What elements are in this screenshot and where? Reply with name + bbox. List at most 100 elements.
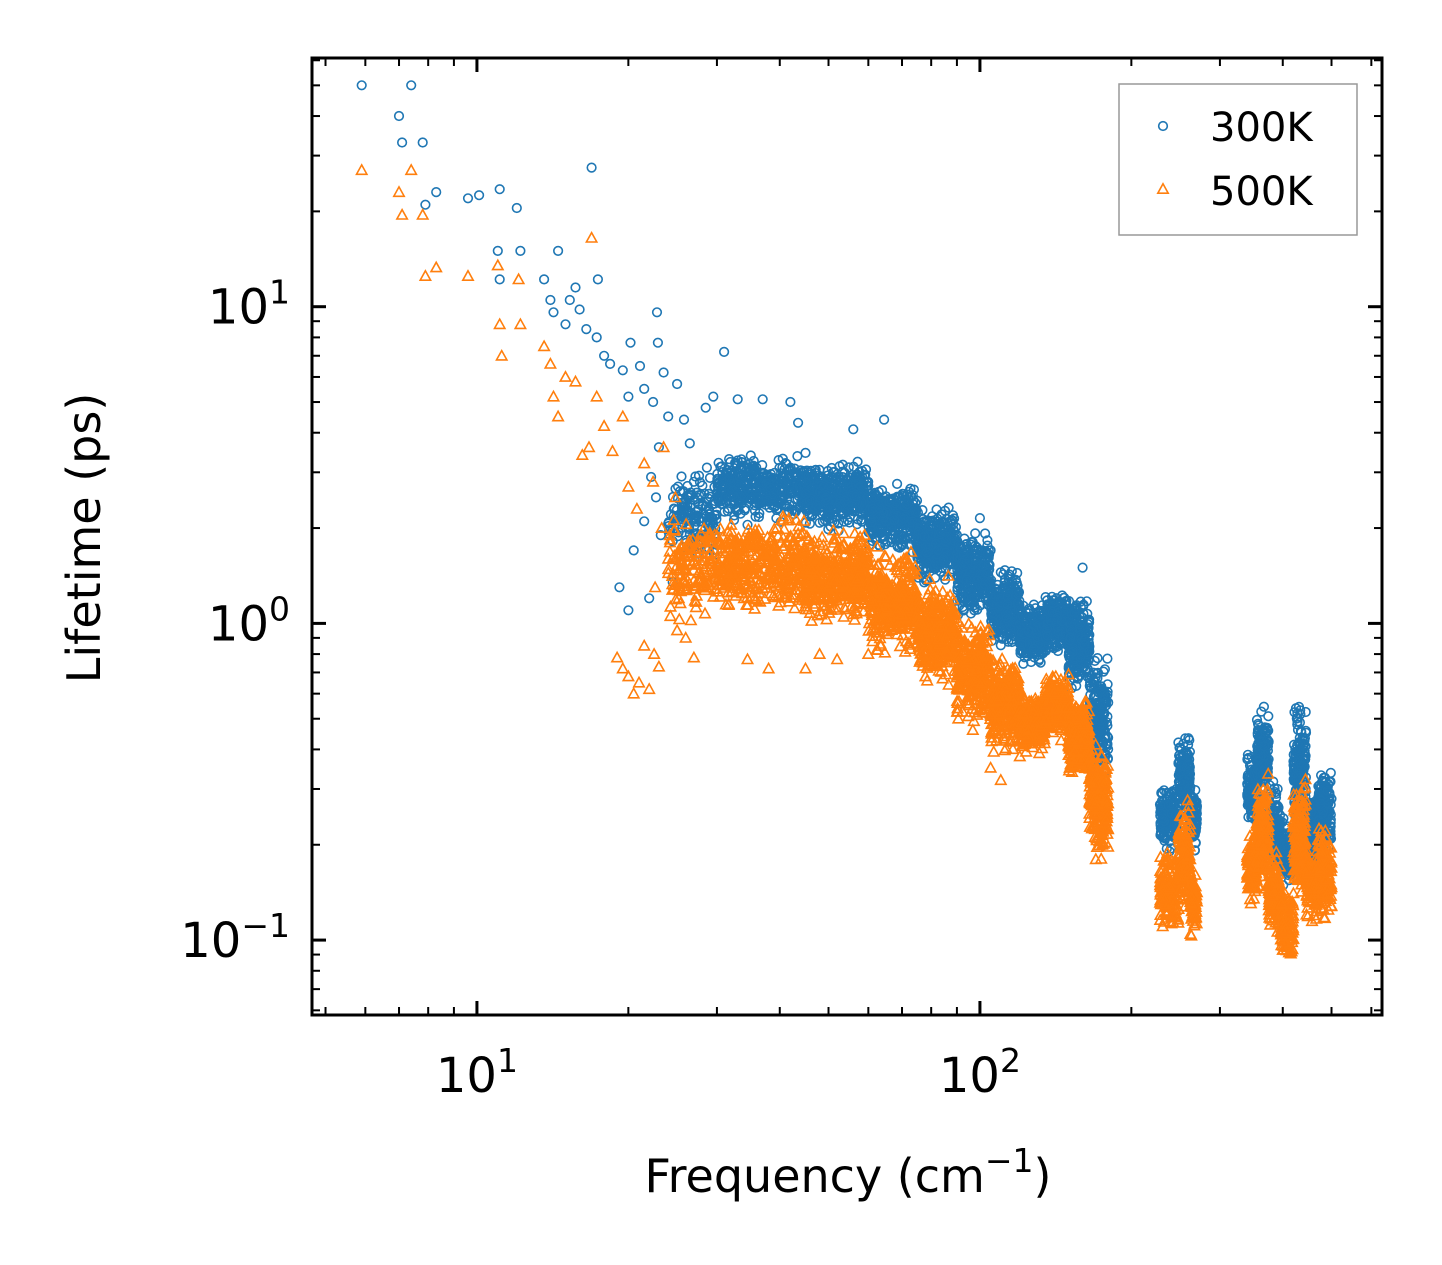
data-point-300k: [718, 346, 730, 358]
data-point-300k: [931, 504, 942, 515]
data-point-300k: [689, 514, 700, 525]
data-point-300k: [837, 466, 848, 477]
data-point-300k: [688, 476, 700, 487]
data-point-300k: [707, 514, 718, 525]
data-point-300k: [967, 581, 978, 593]
data-point-300k: [880, 527, 891, 539]
data-point-300k: [574, 304, 585, 315]
data-point-300k: [822, 465, 834, 477]
data-point-300k: [918, 514, 929, 525]
data-point-300k: [983, 559, 994, 570]
data-point-300k: [930, 538, 942, 549]
data-point-300k: [959, 533, 970, 544]
series-500K: [355, 163, 1339, 959]
data-point-300k: [812, 500, 824, 512]
data-point-300k: [824, 510, 836, 521]
data-point-300k: [791, 478, 802, 489]
data-point-300k: [800, 488, 812, 500]
data-point-300k: [732, 394, 743, 405]
data-point-300k: [927, 515, 938, 526]
data-point-300k: [492, 245, 503, 256]
data-point-300k: [801, 477, 812, 488]
data-point-300k: [650, 492, 662, 503]
data-point-300k: [748, 455, 759, 467]
data-point-300k: [924, 520, 936, 532]
data-point-300k: [1049, 638, 1060, 650]
data-point-300k: [1001, 613, 1012, 624]
data-point-300k: [644, 593, 655, 604]
data-point-300k: [356, 80, 367, 91]
data-point-300k: [850, 470, 862, 481]
data-point-300k: [417, 137, 428, 148]
data-point-300k: [511, 202, 522, 214]
data-point-300k: [708, 391, 719, 402]
data-point-300k: [694, 513, 705, 524]
data-point-300k: [1012, 567, 1023, 579]
data-point-300k: [736, 457, 747, 468]
data-point-300k: [570, 282, 581, 293]
data-point-300k: [703, 503, 714, 514]
data-point-300k: [729, 457, 741, 468]
data-point-300k: [1102, 653, 1113, 664]
data-point-300k: [943, 502, 954, 513]
data-point-300k: [1015, 645, 1026, 656]
data-point-300k: [995, 593, 1006, 605]
data-point-300k: [917, 543, 928, 554]
data-point-300k: [1020, 648, 1032, 659]
data-point-300k: [727, 485, 739, 496]
data-point-300k: [944, 516, 956, 527]
data-point-300k: [725, 491, 736, 502]
data-point-300k: [792, 417, 804, 428]
data-point-300k: [922, 563, 933, 575]
data-point-300k: [891, 478, 903, 490]
data-point-300k: [1077, 562, 1088, 573]
data-point-300k: [785, 396, 796, 408]
data-point-300k: [832, 502, 843, 514]
data-point-300k: [833, 486, 844, 497]
data-point-300k: [814, 517, 825, 528]
data-point-300k: [884, 497, 895, 508]
data-point-300k: [876, 485, 888, 496]
data-point-300k: [736, 498, 747, 509]
data-point-300k: [704, 509, 715, 520]
data-point-300k: [961, 574, 972, 585]
data-point-300k: [852, 456, 863, 467]
data-point-300k: [974, 600, 985, 611]
data-point-300k: [774, 462, 785, 473]
data-point-300k: [581, 324, 592, 335]
data-point-300k: [742, 519, 753, 530]
data-point-300k: [743, 462, 755, 473]
data-point-300k: [1011, 577, 1022, 589]
data-point-500k: [698, 606, 712, 619]
data-point-300k: [986, 584, 997, 595]
data-point-300k: [874, 503, 885, 514]
data-point-300k: [694, 477, 706, 488]
data-point-300k: [729, 510, 740, 521]
data-point-300k: [1035, 657, 1046, 668]
series-300K: [356, 80, 1337, 891]
data-point-300k: [639, 516, 650, 527]
data-point-300k: [932, 545, 944, 556]
data-point-300k: [889, 515, 900, 526]
data-point-300k: [538, 274, 550, 285]
data-point-300k: [548, 307, 559, 318]
data-point-300k: [838, 516, 850, 527]
data-point-300k: [1028, 643, 1039, 654]
data-point-300k: [494, 274, 505, 285]
data-point-300k: [1040, 591, 1051, 603]
data-point-300k: [671, 378, 683, 390]
data-point-300k: [678, 414, 690, 425]
data-point-300k: [701, 462, 713, 473]
data-point-500k: [663, 609, 677, 622]
data-point-300k: [969, 605, 980, 616]
data-point-300k: [663, 411, 674, 422]
data-point-300k: [628, 545, 639, 556]
data-point-300k: [720, 492, 731, 503]
data-point-300k: [652, 337, 664, 348]
data-point-300k: [784, 499, 795, 510]
data-point-300k: [947, 510, 959, 521]
data-point-300k: [844, 517, 855, 528]
data-point-300k: [847, 506, 858, 517]
data-point-500k: [684, 613, 698, 626]
